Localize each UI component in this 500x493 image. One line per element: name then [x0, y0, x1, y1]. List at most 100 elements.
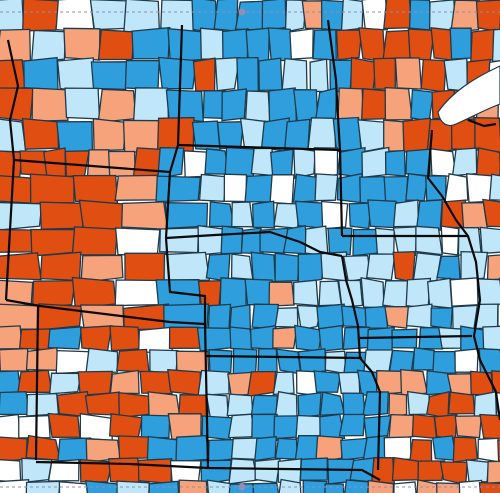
- county: [313, 370, 342, 393]
- county: [71, 276, 117, 309]
- county: [232, 347, 258, 376]
- county: [191, 0, 218, 34]
- county: [392, 199, 420, 228]
- county: [244, 90, 271, 123]
- county: [197, 369, 230, 397]
- county: [192, 57, 216, 92]
- county: [296, 304, 322, 331]
- county: [297, 391, 322, 419]
- county: [224, 146, 255, 178]
- county: [416, 479, 440, 493]
- county: [97, 29, 136, 61]
- state-border-wyoming-colorado-utah: [5, 298, 206, 326]
- county: [415, 199, 443, 231]
- county: [261, 0, 287, 32]
- county: [465, 173, 493, 204]
- state-border-north-south-dakota: [177, 143, 341, 152]
- county: [229, 304, 252, 331]
- county: [18, 414, 51, 439]
- county: [205, 253, 231, 283]
- county: [337, 87, 365, 121]
- county: [418, 326, 444, 350]
- county: [406, 390, 430, 416]
- county: [367, 199, 397, 229]
- county: [17, 369, 53, 393]
- county: [0, 347, 30, 372]
- county: [371, 456, 395, 485]
- county: [454, 415, 483, 439]
- state-border-dakotas-minnesota: [326, 19, 344, 237]
- county: [19, 150, 48, 177]
- county: [407, 28, 435, 62]
- state-border-idaho-montana-west: [6, 39, 20, 161]
- county: [324, 483, 345, 493]
- county: [383, 436, 412, 461]
- county: [388, 413, 416, 441]
- county: [392, 251, 416, 283]
- county: [244, 174, 275, 203]
- county: [297, 252, 326, 283]
- county: [449, 27, 472, 60]
- county: [56, 120, 94, 153]
- county: [391, 456, 420, 482]
- county: [107, 150, 136, 179]
- county: [382, 280, 409, 310]
- county: [361, 0, 388, 31]
- county: [39, 251, 82, 282]
- county: [497, 439, 500, 462]
- county: [318, 280, 343, 307]
- county: [114, 227, 161, 257]
- county: [383, 175, 409, 205]
- county: [411, 413, 438, 440]
- county: [417, 460, 446, 482]
- county: [245, 27, 270, 63]
- county: [97, 88, 137, 124]
- county: [114, 279, 161, 307]
- state-borders: [4, 19, 500, 481]
- county: [270, 148, 294, 176]
- county: [452, 436, 479, 463]
- county: [460, 325, 486, 352]
- county: [167, 368, 202, 396]
- county: [361, 146, 390, 179]
- county: [25, 434, 61, 462]
- county: [362, 349, 394, 374]
- county: [18, 328, 54, 351]
- county: [26, 392, 60, 417]
- county: [139, 370, 173, 395]
- county: [283, 118, 311, 152]
- county: [124, 59, 160, 91]
- selection-handle-bottom[interactable]: [238, 483, 246, 491]
- selection-handle-top[interactable]: [238, 8, 246, 16]
- county: [85, 347, 119, 374]
- county: [258, 57, 283, 92]
- county: [439, 461, 468, 486]
- county: [391, 328, 418, 349]
- county: [196, 327, 233, 352]
- county: [366, 326, 396, 352]
- county: [79, 458, 113, 483]
- county: [228, 458, 258, 485]
- county: [0, 228, 34, 253]
- county: [476, 278, 500, 307]
- county: [394, 57, 423, 90]
- county: [137, 458, 173, 485]
- county: [25, 346, 59, 371]
- county: [382, 29, 412, 62]
- county: [165, 89, 204, 123]
- county: [360, 276, 385, 309]
- county: [405, 277, 432, 309]
- county: [297, 348, 327, 374]
- county: [307, 117, 337, 153]
- county: [482, 198, 500, 228]
- county: [373, 57, 396, 90]
- county: [465, 459, 490, 484]
- county: [352, 228, 379, 257]
- county: [207, 438, 236, 463]
- lake-superior: [437, 65, 500, 127]
- county: [198, 173, 228, 202]
- state-border-kansas-oklahoma: [35, 460, 381, 481]
- state-border-south-dakota-nebraska: [165, 230, 343, 258]
- county: [430, 27, 453, 61]
- county: [80, 254, 124, 284]
